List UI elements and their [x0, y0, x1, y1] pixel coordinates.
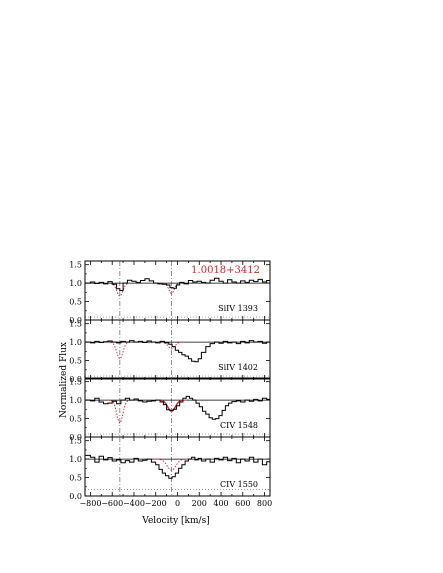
y-tick-label: 0.5 — [69, 474, 82, 483]
model-profile-2 — [160, 282, 183, 294]
y-tick-label: 1.0 — [69, 396, 82, 405]
flux-spectrum — [85, 277, 270, 291]
flux-spectrum — [85, 395, 270, 420]
x-axis-label: Velocity [km/s] — [141, 516, 209, 526]
flux-spectrum — [85, 454, 270, 479]
y-tick-label: 1.5 — [69, 320, 82, 329]
x-tick-label: −400 — [123, 499, 145, 508]
y-tick-label: 0.5 — [69, 415, 82, 424]
panel-3: 0.0 0.5 1.0 1.5 CIV 1548 — [69, 377, 271, 442]
y-tick-label: 0.0 — [69, 433, 82, 442]
x-tick-label: 600 — [235, 499, 250, 508]
x-tick-label: 0 — [175, 499, 180, 508]
x-tick-label: −200 — [145, 499, 167, 508]
object-label: 1.0018+3412 — [191, 265, 260, 276]
model-profile-2 — [158, 341, 185, 350]
y-tick-label: 1.0 — [69, 338, 82, 347]
x-tick-label: −800 — [79, 499, 101, 508]
y-tick-label: 0.5 — [69, 357, 82, 366]
transition-label: CIV 1550 — [220, 480, 258, 489]
y-tick-label: 1.0 — [69, 455, 82, 464]
y-tick-label: 1.0 — [69, 279, 82, 288]
y-tick-label: 0.0 — [69, 316, 82, 325]
panel-4: 0.0 0.5 1.0 1.5 CIV 1550 −800 −600 −400 −200 0 200… — [69, 436, 272, 508]
transition-label: CIV 1548 — [220, 421, 258, 430]
y-tick-label: 0.5 — [69, 298, 82, 307]
y-tick-label: 0.0 — [69, 492, 82, 501]
y-tick-label: 1.5 — [69, 378, 82, 387]
x-tick-label: 400 — [213, 499, 228, 508]
transition-label: SiIV 1402 — [218, 363, 258, 372]
flux-spectrum — [85, 340, 270, 363]
y-axis-label: Normalized Flux — [59, 342, 69, 418]
model-fit-solid — [161, 399, 182, 412]
panel-2: 0.0 0.5 1.0 1.5 SiIV 1402 — [69, 319, 271, 384]
x-tick-label: 200 — [192, 499, 207, 508]
y-tick-label: 1.5 — [69, 437, 82, 446]
y-tick-label: 1.5 — [69, 261, 82, 270]
x-tick-label: −600 — [101, 499, 123, 508]
transition-label: SiIV 1393 — [218, 304, 258, 313]
x-tick-label: 800 — [257, 499, 272, 508]
model-profile-2 — [154, 458, 189, 471]
spectra-panels: 0.0 0.5 1.0 1.5 SiIV 1393 0.0 0.5 1.0 1.5 SiIV 14… — [69, 260, 272, 508]
y-tick-label: 0.0 — [69, 375, 82, 384]
